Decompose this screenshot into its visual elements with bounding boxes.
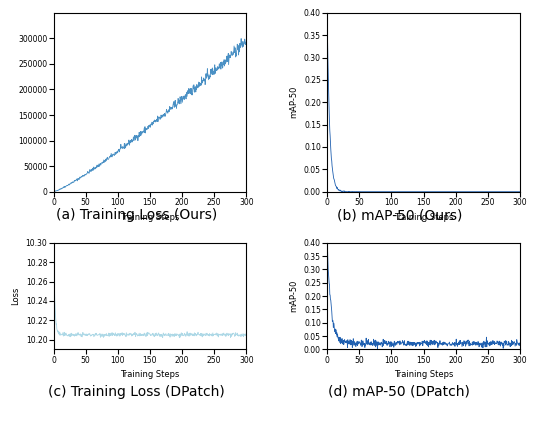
Y-axis label: mAP-50: mAP-50 [289, 280, 299, 312]
Y-axis label: mAP-50: mAP-50 [289, 86, 299, 118]
Y-axis label: Loss: Loss [11, 287, 20, 305]
Text: (a) Training Loss (Ours): (a) Training Loss (Ours) [56, 208, 217, 222]
Text: (c) Training Loss (DPatch): (c) Training Loss (DPatch) [48, 385, 225, 399]
X-axis label: Training Steps: Training Steps [394, 370, 453, 379]
X-axis label: Training Steps: Training Steps [120, 213, 180, 222]
X-axis label: Training Steps: Training Steps [120, 370, 180, 379]
Text: (b) mAP-50 (Ours): (b) mAP-50 (Ours) [337, 208, 462, 222]
X-axis label: Training Steps: Training Steps [394, 213, 453, 222]
Text: (d) mAP-50 (DPatch): (d) mAP-50 (DPatch) [329, 385, 470, 399]
